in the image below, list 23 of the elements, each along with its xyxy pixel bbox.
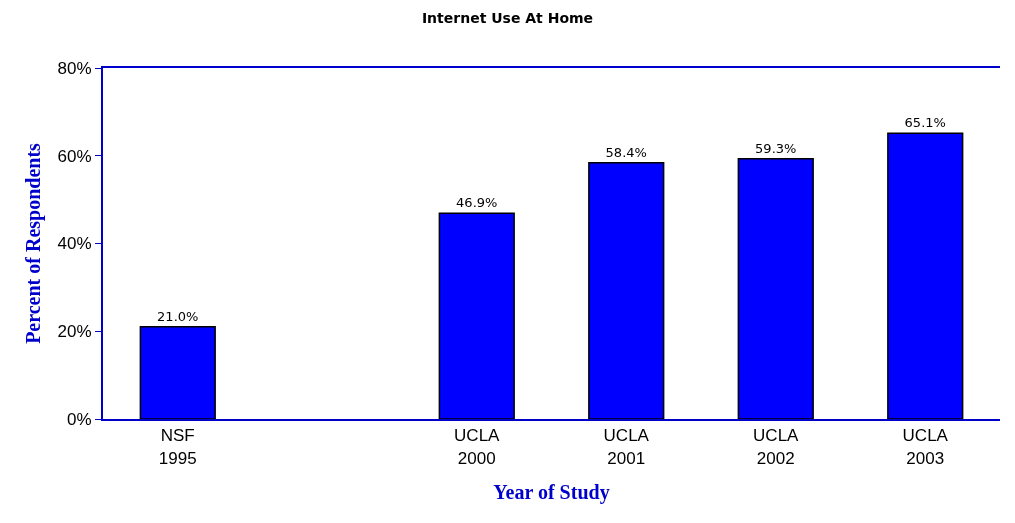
bar xyxy=(737,158,814,419)
bar xyxy=(887,132,964,419)
bar xyxy=(438,212,515,419)
x-tick-label: UCLA 2003 xyxy=(902,426,949,468)
data-label: 46.9% xyxy=(456,195,498,211)
y-tick-label: 80% xyxy=(57,58,92,78)
x-tick-label: UCLA 2000 xyxy=(454,426,501,468)
chart-title: Internet Use At Home xyxy=(421,9,594,26)
x-tick-label: UCLA 2001 xyxy=(603,426,650,468)
bar xyxy=(588,162,665,419)
y-tick-label: 20% xyxy=(57,322,92,342)
x-tick-label: UCLA 2002 xyxy=(753,426,800,468)
x-tick-label: NSF 1995 xyxy=(158,426,197,468)
data-label: 21.0% xyxy=(157,308,199,324)
y-axis-title: Percent of Respondents xyxy=(21,142,45,344)
bar xyxy=(139,326,216,419)
data-label: 58.4% xyxy=(605,144,647,160)
y-tick-label: 60% xyxy=(57,146,92,166)
y-tick-label: 40% xyxy=(57,234,92,254)
data-label: 59.3% xyxy=(755,140,797,156)
x-axis-title: Year of Study xyxy=(493,480,610,504)
y-tick-label: 0% xyxy=(67,409,92,429)
data-label: 65.1% xyxy=(904,115,946,131)
